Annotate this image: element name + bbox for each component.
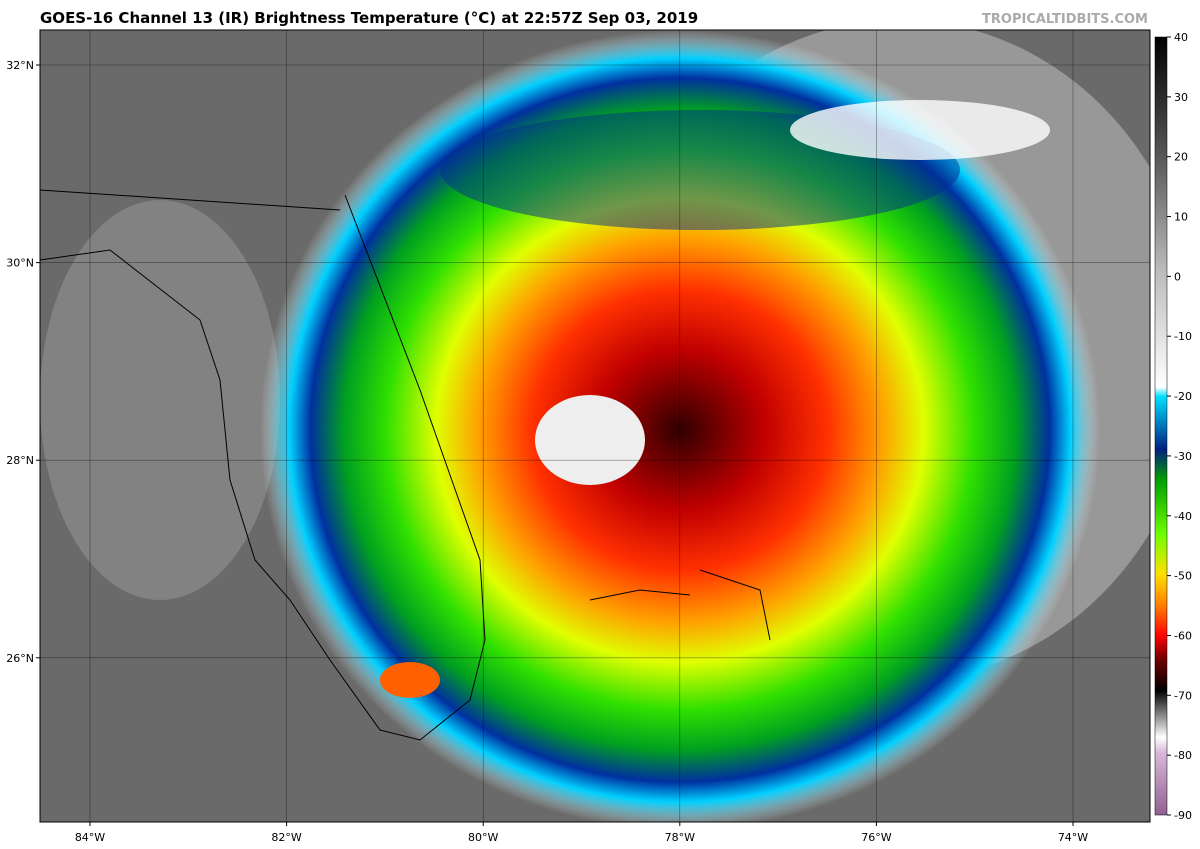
colorbar-label: -10 <box>1174 330 1192 343</box>
title: GOES-16 Channel 13 (IR) Brightness Tempe… <box>40 9 698 27</box>
colorbar-label: 20 <box>1174 151 1188 164</box>
lon-label: 74°W <box>1058 831 1088 844</box>
map-frame <box>39 29 1151 823</box>
source: TROPICALTIDBITS.COM <box>982 12 1148 27</box>
colorbar-label: -90 <box>1174 809 1192 822</box>
colorbar-label: -30 <box>1174 450 1192 463</box>
colorbar-label: -50 <box>1174 570 1192 583</box>
lon-label: 80°W <box>468 831 498 844</box>
lat-label: 32°N <box>6 59 34 72</box>
colorbar-label: 40 <box>1174 31 1188 44</box>
lat-label: 28°N <box>6 454 34 467</box>
lat-label: 30°N <box>6 257 34 270</box>
satellite-image <box>40 30 1150 822</box>
colorbar-label: -20 <box>1174 390 1192 403</box>
colorbar-label: -80 <box>1174 749 1192 762</box>
lon-label: 78°W <box>665 831 695 844</box>
colorbar-label: -70 <box>1174 689 1192 702</box>
colorbar-label: 0 <box>1174 270 1181 283</box>
lat-label: 26°N <box>6 652 34 665</box>
lon-label: 84°W <box>75 831 105 844</box>
colorbar-label: 10 <box>1174 211 1188 224</box>
colorbar-label: -40 <box>1174 510 1192 523</box>
colorbar <box>1154 36 1168 816</box>
colorbar-label: -60 <box>1174 629 1192 642</box>
colorbar-label: 30 <box>1174 91 1188 104</box>
lon-label: 76°W <box>861 831 891 844</box>
lon-label: 82°W <box>271 831 301 844</box>
